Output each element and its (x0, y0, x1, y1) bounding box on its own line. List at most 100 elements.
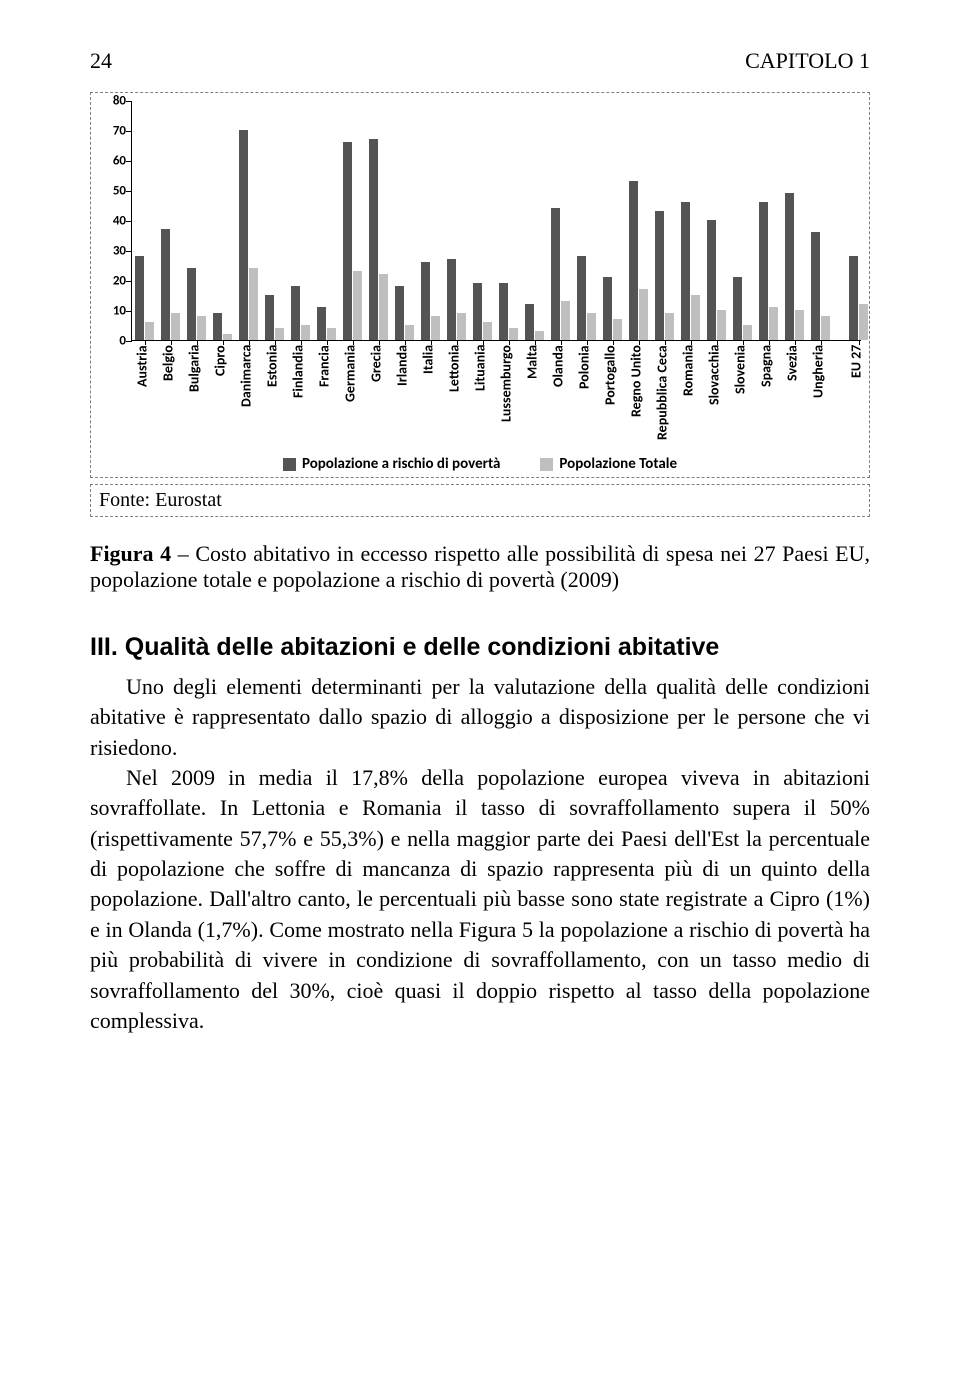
legend-swatch-light (540, 458, 553, 471)
bar-total (859, 304, 868, 340)
category-label: Olanda (547, 345, 569, 445)
bar-risk (785, 193, 794, 340)
bar-risk (135, 256, 144, 340)
section-body: Uno degli elementi determinanti per la v… (90, 672, 870, 1036)
bar-group (785, 193, 804, 340)
bar-total (353, 271, 362, 340)
bar-risk (551, 208, 560, 340)
bar-group (551, 208, 570, 340)
category-label: Belgio (157, 345, 179, 445)
bar-group (811, 232, 830, 340)
bar-total (639, 289, 648, 340)
y-tick-label: 20 (100, 274, 126, 289)
bar-group (369, 139, 388, 340)
category-label: Portogallo (599, 345, 621, 445)
bar-total (483, 322, 492, 340)
category-label: Slovenia (729, 345, 751, 445)
legend-label-total: Popolazione Totale (559, 455, 677, 473)
bar-risk (265, 295, 274, 340)
category-label: Lettonia (443, 345, 465, 445)
bar-risk (629, 181, 638, 340)
section-number: III. (90, 633, 118, 661)
category-label: Regno Unito (625, 345, 647, 445)
bar-total (457, 313, 466, 340)
category-label: Italia (417, 345, 439, 445)
bar-total (743, 325, 752, 340)
bar-total (171, 313, 180, 340)
bar-total (509, 328, 518, 340)
figure-number: Figura 4 (90, 541, 171, 566)
figure-sep: – (171, 541, 195, 566)
bar-risk (343, 142, 352, 340)
bar-total (431, 316, 440, 340)
bar-group (161, 229, 180, 340)
bar-group (849, 256, 868, 340)
section-heading: III. Qualità delle abitazioni e delle co… (90, 633, 870, 662)
bar-group (395, 286, 414, 340)
bar-risk (603, 277, 612, 340)
bar-risk (369, 139, 378, 340)
category-label: Austria (131, 345, 153, 445)
bar-risk (291, 286, 300, 340)
category-label: Slovacchia (703, 345, 725, 445)
category-label: Danimarca (235, 345, 257, 445)
bar-total (821, 316, 830, 340)
bar-group (187, 268, 206, 340)
bar-risk (187, 268, 196, 340)
chart-source: Fonte: Eurostat (90, 484, 870, 517)
source-value: Eurostat (155, 489, 222, 511)
category-label: Cipro (209, 345, 231, 445)
bar-risk (849, 256, 858, 340)
bar-group (759, 202, 778, 340)
bar-group (681, 202, 700, 340)
legend-item-total: Popolazione Totale (540, 455, 677, 473)
category-label: Spagna (755, 345, 777, 445)
legend-item-risk: Popolazione a rischio di povertà (283, 455, 500, 473)
bar-total (405, 325, 414, 340)
bar-risk (733, 277, 742, 340)
section-title-text: Qualità delle abitazioni e delle condizi… (125, 633, 720, 661)
y-tick-label: 40 (100, 214, 126, 229)
figure-text: Costo abitativo in eccesso rispetto alle… (90, 541, 870, 592)
legend-label-risk: Popolazione a rischio di povertà (302, 455, 500, 473)
category-label: Polonia (573, 345, 595, 445)
legend-swatch-dark (283, 458, 296, 471)
y-tick-label: 70 (100, 124, 126, 139)
page-header: 24 CAPITOLO 1 (90, 48, 870, 74)
bar-total (275, 328, 284, 340)
bar-total (561, 301, 570, 340)
bar-total (795, 310, 804, 340)
category-label: Ungheria (807, 345, 829, 445)
bar-risk (317, 307, 326, 340)
bar-risk (681, 202, 690, 340)
bar-risk (161, 229, 170, 340)
bar-group (265, 295, 284, 340)
bar-group (525, 304, 544, 340)
bar-risk (707, 220, 716, 340)
chart-legend: Popolazione a rischio di povertà Popolaz… (99, 455, 861, 473)
category-label: Finlandia (287, 345, 309, 445)
bar-risk (811, 232, 820, 340)
x-axis-labels: AustriaBelgioBulgariaCiproDanimarcaEston… (131, 345, 861, 445)
bar-group (135, 256, 154, 340)
y-tick-label: 0 (100, 334, 126, 349)
category-label: Repubblica Ceca (651, 345, 673, 445)
bar-risk (447, 259, 456, 340)
category-label: Malta (521, 345, 543, 445)
y-tick-label: 80 (100, 94, 126, 109)
bar-risk (499, 283, 508, 340)
bar-risk (473, 283, 482, 340)
bar-total (197, 316, 206, 340)
bar-total (379, 274, 388, 340)
source-prefix: Fonte: (99, 489, 155, 511)
bar-group (473, 283, 492, 340)
bar-total (145, 322, 154, 340)
bar-risk (421, 262, 430, 340)
y-tick (126, 341, 132, 342)
plot-area: 01020304050607080 (131, 101, 861, 341)
bar-risk (239, 130, 248, 340)
category-label: Lussemburgo (495, 345, 517, 445)
bar-total (223, 334, 232, 340)
bar-group (629, 181, 648, 340)
bar-group (655, 211, 674, 340)
